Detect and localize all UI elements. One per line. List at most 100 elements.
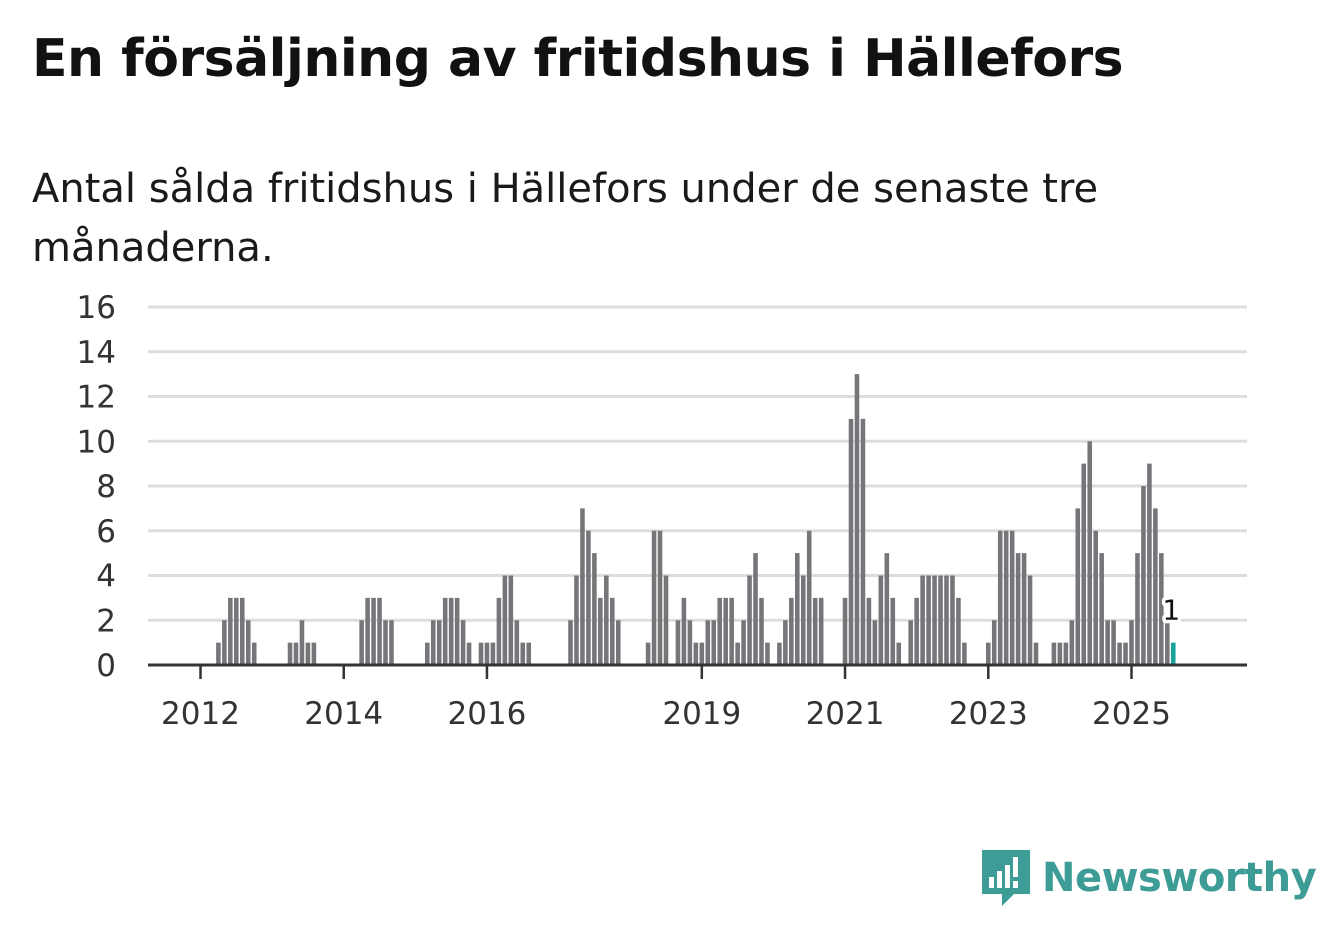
chart-subtitle: Antal sålda fritidshus i Hällefors under… (32, 166, 1099, 271)
brand-logo: Newsworthy (980, 848, 1317, 908)
bar (442, 597, 448, 665)
y-tick-label: 12 (77, 380, 116, 416)
bar (1093, 530, 1098, 665)
bar (1003, 530, 1009, 665)
gridlines (148, 305, 1247, 622)
bar (777, 642, 782, 665)
bar (299, 620, 305, 665)
bar (1111, 620, 1116, 665)
bar (293, 642, 299, 665)
bar (806, 530, 812, 665)
bar (592, 553, 597, 665)
bar (753, 553, 758, 665)
bar (890, 597, 896, 665)
bar (878, 575, 884, 665)
bar (1033, 642, 1039, 665)
bar (711, 620, 717, 665)
bar (812, 597, 818, 665)
bar (568, 620, 573, 665)
bar (448, 597, 454, 665)
bar (663, 575, 669, 665)
bar (234, 597, 239, 665)
y-tick-label: 0 (96, 648, 116, 684)
y-tick-label: 16 (77, 290, 116, 326)
bar (693, 642, 699, 665)
bar (818, 597, 824, 665)
bar (789, 597, 794, 665)
bar (466, 642, 472, 665)
bar (1117, 642, 1122, 665)
y-axis-labels: 0 2 4 6 8 10 12 14 16 (77, 290, 116, 684)
bar (1123, 642, 1128, 665)
x-tick-label: 2016 (448, 696, 527, 732)
bar (430, 620, 436, 665)
bar (371, 597, 376, 665)
x-tick-label: 2025 (1092, 696, 1171, 732)
bar (741, 620, 746, 665)
bar (1147, 463, 1152, 665)
bar (1087, 441, 1093, 665)
bar (705, 620, 711, 665)
bar (610, 597, 615, 665)
bar (1153, 508, 1158, 665)
bar (287, 642, 293, 665)
bar (604, 575, 609, 665)
bar (359, 620, 364, 665)
y-tick-label: 2 (96, 603, 116, 639)
chart-title: En försäljning av fritidshus i Hällefors (32, 29, 1124, 89)
bar (681, 597, 687, 665)
last-value-label: 1 (1162, 594, 1180, 627)
bar (1021, 553, 1027, 665)
x-tick-label: 2023 (949, 696, 1028, 732)
y-tick-label: 8 (96, 469, 116, 505)
bar (896, 642, 902, 665)
bar (490, 642, 496, 665)
bar (956, 597, 961, 665)
bar (615, 620, 621, 665)
bar (651, 530, 657, 665)
bar (1027, 575, 1033, 665)
bar (365, 597, 370, 665)
x-axis: 2012 2014 2016 2019 2021 2023 2025 (161, 665, 1171, 732)
bar (675, 620, 681, 665)
bar (687, 620, 693, 665)
bar (1105, 620, 1110, 665)
bar (1069, 620, 1075, 665)
y-tick-label: 10 (77, 424, 116, 460)
bar (508, 575, 514, 665)
last-value-annotation: 1 (1159, 590, 1184, 630)
bar (1129, 620, 1134, 665)
bar (1015, 553, 1021, 665)
bar (239, 597, 245, 665)
x-tick-label: 2014 (304, 696, 383, 732)
bar (914, 597, 919, 665)
bar (872, 620, 878, 665)
bar (860, 418, 866, 665)
bar (717, 597, 722, 665)
bar (574, 575, 579, 665)
bar (478, 642, 484, 665)
bar (759, 597, 764, 665)
bar (1099, 553, 1104, 665)
bar (723, 597, 728, 665)
bar (908, 620, 913, 665)
bar (311, 642, 317, 665)
bar (520, 642, 526, 665)
bar (645, 642, 651, 665)
bar (502, 575, 508, 665)
bar (729, 597, 734, 665)
bar (586, 530, 591, 665)
bar (1009, 530, 1015, 665)
bar (514, 620, 520, 665)
bar (800, 575, 806, 665)
bar (699, 642, 705, 665)
y-tick-label: 4 (96, 559, 116, 595)
bar (251, 642, 257, 665)
bar (454, 597, 460, 665)
bar (657, 530, 663, 665)
bar (377, 597, 382, 665)
bar (884, 553, 890, 665)
bar (783, 620, 788, 665)
bar (747, 575, 752, 665)
